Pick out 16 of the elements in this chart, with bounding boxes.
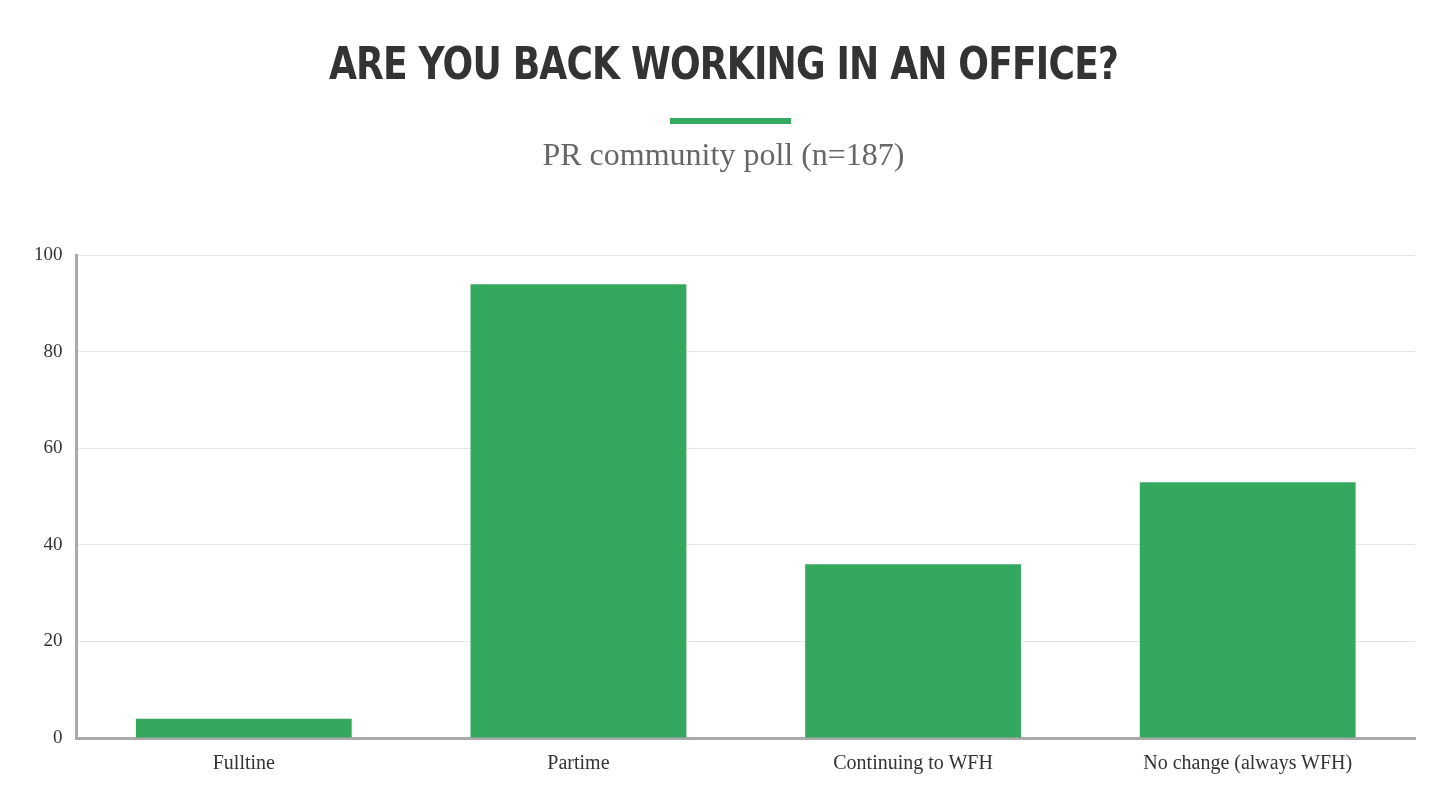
y-tick-label: 40	[43, 532, 63, 554]
bar	[470, 284, 687, 738]
y-tick-label: 80	[43, 339, 63, 361]
bar	[805, 564, 1021, 738]
y-tick-label: 0	[53, 725, 63, 747]
x-tick-label: No change (always WFH)	[1143, 751, 1353, 775]
x-tick-label: Continuing to WFH	[833, 751, 993, 775]
chart-title: ARE YOU BACK WORKING IN AN OFFICE?	[327, 38, 1120, 89]
bar	[135, 718, 352, 738]
bar	[1139, 482, 1356, 738]
y-tick-label: 60	[43, 436, 63, 458]
y-tick-label: 20	[43, 629, 63, 651]
x-tick-label: Partime	[547, 751, 610, 774]
chart-subtitle: PR community poll (n=187)	[541, 136, 906, 173]
x-tick-label: Fulltine	[212, 751, 276, 774]
y-tick-label: 100	[34, 243, 63, 265]
